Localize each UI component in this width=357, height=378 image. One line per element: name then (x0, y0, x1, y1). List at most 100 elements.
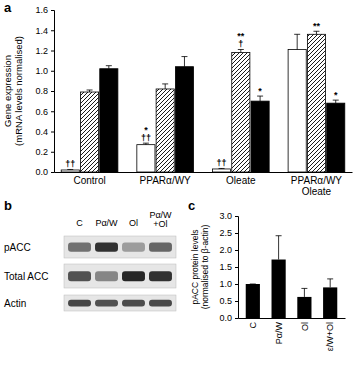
y-axis: 0.0 0.2 0.4 0.6 0.8 1.0 1.2 1.4 1.6 (35, 5, 54, 177)
error-bar (106, 66, 112, 69)
y-tick: 0.0 (219, 313, 238, 323)
y-tick-label: 2.0 (219, 245, 232, 255)
text-line: Oleate (226, 175, 256, 186)
blot-band (68, 271, 91, 281)
bar (175, 67, 193, 172)
bar (288, 49, 306, 172)
lane-label: Ol (129, 218, 138, 228)
error-line (335, 100, 336, 103)
y-tick: 0.2 (35, 147, 54, 157)
bar (251, 101, 269, 172)
error-line (297, 34, 298, 49)
error-line (330, 279, 331, 288)
y-tick-mark (235, 267, 238, 268)
y-tick-mark (235, 318, 238, 319)
lane-label: C (76, 218, 83, 228)
y-axis-title: pACC protein levels(normalised to β-acti… (190, 224, 210, 309)
y-tick-label: 1.6 (35, 5, 48, 15)
bar (246, 284, 260, 318)
panel-c: c0.00.51.01.52.02.53.0CPα/WOlε/W+OlpACC … (188, 198, 346, 351)
error-bar (257, 96, 263, 101)
blot-strip (64, 236, 176, 258)
annotations: ††*††††**†**** (65, 21, 338, 169)
text-line: Pα/W (95, 218, 118, 228)
panel-letter: b (4, 198, 12, 213)
error-bar (143, 143, 149, 145)
error-bar (250, 284, 256, 285)
annotation: †† (141, 133, 151, 143)
blot-strip (64, 264, 176, 288)
error-cap (87, 89, 93, 90)
y-tick-label: 1.2 (35, 46, 48, 56)
y-tick-mark (235, 233, 238, 234)
annotation: †† (217, 158, 227, 168)
y-tick: 1.4 (35, 26, 54, 36)
error-bar (327, 279, 333, 288)
blot-band (149, 243, 172, 252)
annotation: ** (313, 21, 321, 31)
x-tick-label: Oleate (226, 175, 256, 186)
x-tick: C (248, 318, 258, 329)
text-line: Control (73, 175, 105, 186)
blot-band (95, 271, 118, 281)
text-line: PPARα/WY (140, 175, 191, 186)
row-label: Actin (4, 298, 26, 309)
blot-band (68, 300, 91, 307)
text-line: Gene expression (2, 55, 13, 127)
y-tick: 0.8 (35, 86, 54, 96)
error-bar (162, 84, 168, 89)
blot-strip (64, 295, 176, 311)
blot-band (122, 243, 145, 252)
y-tick-mark (51, 91, 54, 92)
error-cap (294, 34, 300, 35)
bar (137, 145, 155, 172)
bar (232, 53, 250, 172)
error-line (165, 84, 166, 89)
y-tick-label: 0.0 (35, 167, 48, 177)
blot-band (149, 300, 172, 307)
y-tick-mark (51, 172, 54, 173)
bar (307, 34, 325, 172)
error-cap (301, 288, 307, 289)
error-line (108, 66, 109, 69)
error-line (278, 236, 279, 260)
y-tick-label: 0.6 (35, 107, 48, 117)
panel-a: a 0.0 0.2 0.4 0.6 0.8 1.0 1.2 1.4 1.6 Control PPARα… (2, 0, 353, 197)
y-tick-label: 0.0 (219, 313, 232, 323)
error-line (260, 96, 261, 101)
bar (323, 287, 337, 318)
y-tick: 2.0 (219, 245, 238, 255)
y-tick-label: 1.0 (35, 66, 48, 76)
y-tick-mark (51, 132, 54, 133)
x-axis-line (239, 318, 346, 319)
x-axis-line (55, 172, 353, 173)
y-axis-line (51, 11, 55, 173)
y-tick-label: 1.5 (219, 262, 232, 272)
y-axis-title: Gene expression(mRNA levels normalised) (2, 36, 24, 146)
y-tick-label: 0.4 (35, 127, 48, 137)
error-cap (250, 284, 256, 285)
y-axis-line (235, 217, 239, 319)
error-cap (276, 235, 282, 236)
y-tick: 1.5 (219, 262, 238, 272)
y-tick-label: 3.0 (219, 211, 232, 221)
y-tick-mark (51, 152, 54, 153)
y-tick: 1.0 (35, 66, 54, 76)
figure: a 0.0 0.2 0.4 0.6 0.8 1.0 1.2 1.4 1.6 Control PPARα… (0, 0, 357, 378)
bars (61, 31, 345, 172)
blot-band (68, 243, 91, 252)
x-tick-label: PPARα/WY (140, 175, 191, 186)
panel-letter: a (4, 0, 12, 15)
error-bar (87, 90, 93, 92)
y-tick: 0.0 (35, 167, 54, 177)
error-cap (106, 65, 112, 66)
y-tick: 0.5 (219, 296, 238, 306)
y-tick: 1.2 (35, 46, 54, 56)
y-tick-mark (51, 111, 54, 112)
error-line (304, 288, 305, 297)
error-bar (181, 57, 187, 67)
row-label: pACC (4, 242, 31, 253)
error-cap (327, 278, 333, 279)
error-line (184, 57, 185, 67)
bar (212, 169, 230, 172)
